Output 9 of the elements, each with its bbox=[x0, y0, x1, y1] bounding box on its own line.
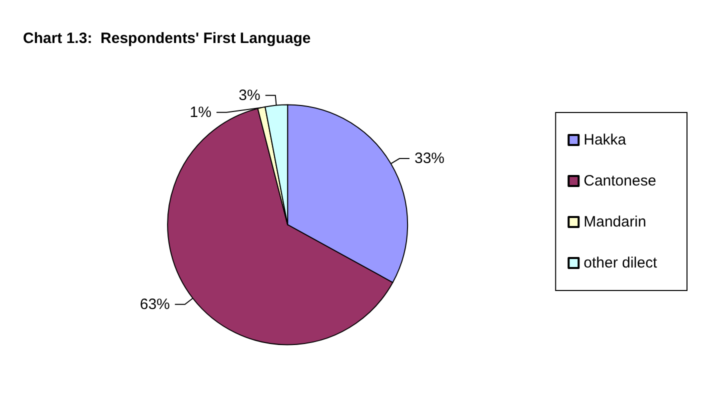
data-label: 33% bbox=[414, 150, 444, 168]
data-label: 1% bbox=[190, 104, 212, 121]
legend-label: Cantonese bbox=[584, 172, 656, 190]
data-label: 63% bbox=[140, 296, 170, 313]
chart-title: Chart 1.3: Respondents' First Language bbox=[23, 30, 311, 47]
legend-label: Hakka bbox=[584, 132, 627, 148]
legend-label: Mandarin bbox=[584, 214, 646, 230]
legend-label: other dilect bbox=[584, 254, 658, 272]
data-label: 3% bbox=[238, 86, 260, 104]
